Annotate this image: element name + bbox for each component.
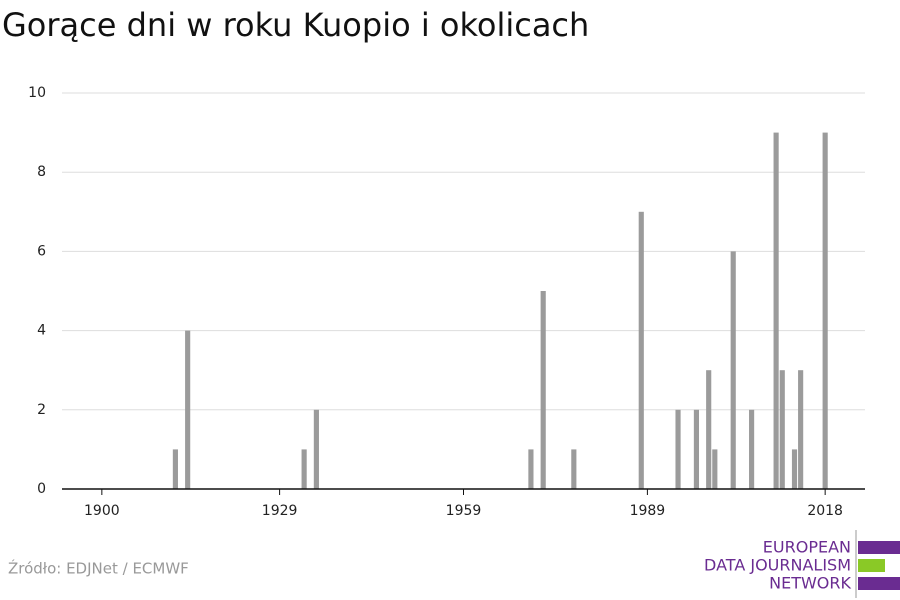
- bar: [185, 330, 191, 489]
- y-tick-label: 10: [28, 85, 46, 101]
- bar: [675, 409, 681, 489]
- y-tick-label: 0: [37, 481, 46, 497]
- bar: [749, 409, 755, 489]
- bar: [730, 251, 736, 489]
- y-tick-label: 4: [37, 323, 46, 339]
- bar: [571, 449, 577, 489]
- logo-bar: [858, 559, 885, 572]
- bar: [706, 370, 712, 489]
- bar: [791, 449, 798, 489]
- x-tick-label: 1959: [446, 503, 482, 519]
- x-tick-label: 1900: [84, 503, 120, 519]
- bar: [528, 449, 534, 489]
- bar: [313, 409, 319, 489]
- y-tick-label: 2: [37, 402, 46, 418]
- bar: [638, 211, 644, 490]
- bar: [712, 449, 718, 489]
- bar: [779, 370, 785, 489]
- logo-text: NETWORK: [769, 574, 851, 593]
- bar: [693, 409, 700, 489]
- x-tick-label: 1989: [630, 503, 666, 519]
- bar: [798, 370, 804, 489]
- source: Źródło: EDJNet / ECMWF: [8, 559, 189, 578]
- bar: [172, 449, 178, 489]
- bar: [540, 291, 546, 489]
- x-tick-label: 2018: [807, 503, 843, 519]
- logo-bar: [858, 541, 900, 554]
- bar: [822, 132, 828, 489]
- y-tick-label: 6: [37, 243, 46, 259]
- logo-text: EUROPEAN: [763, 538, 851, 557]
- chart-title: Gorące dni w roku Kuopio i okolicach: [2, 6, 589, 44]
- x-tick-label: 1929: [262, 503, 298, 519]
- y-tick-label: 8: [37, 164, 46, 180]
- logo-text: DATA JOURNALISM: [704, 556, 851, 575]
- bar: [773, 132, 779, 489]
- logo-bar: [858, 577, 900, 590]
- bar: [301, 449, 307, 489]
